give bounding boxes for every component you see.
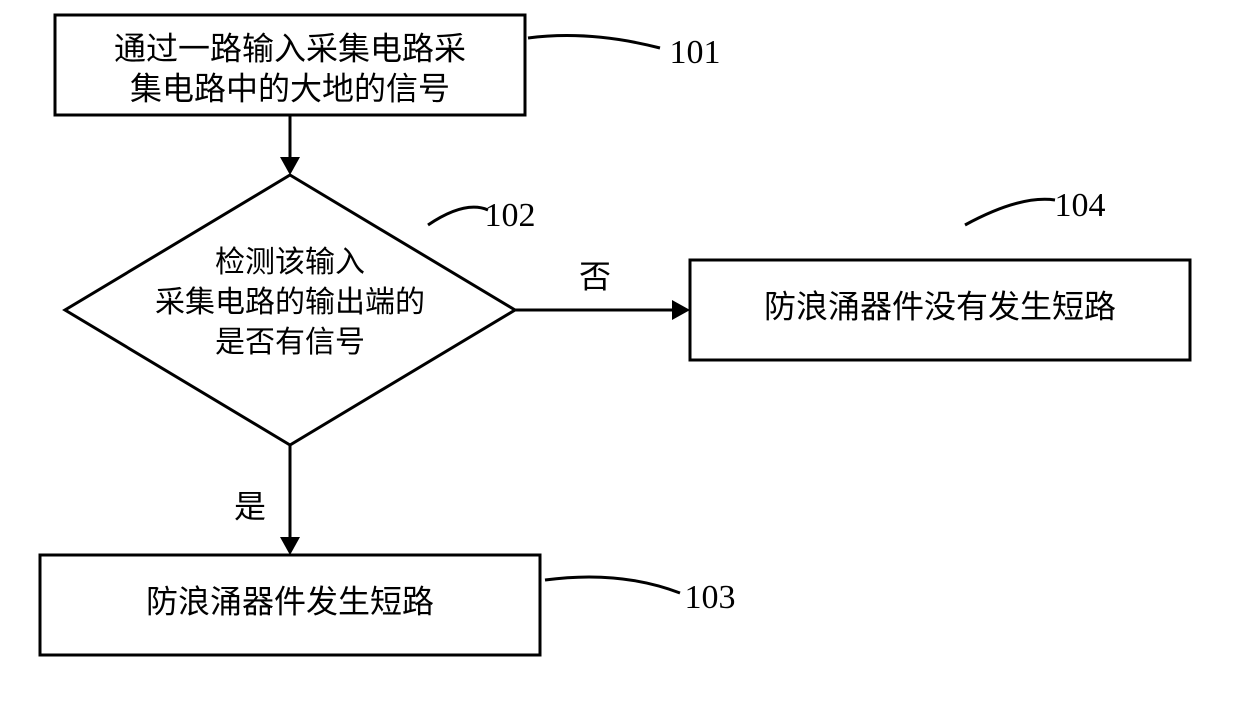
step-label-l101: 101 xyxy=(670,34,721,71)
step-label-l103: 103 xyxy=(685,579,736,616)
step-label-l104: 104 xyxy=(1055,187,1106,224)
node-text: 检测该输入 xyxy=(215,246,365,279)
node-text: 防浪涌器件没有发生短路 xyxy=(764,288,1116,324)
step-label-l102: 102 xyxy=(485,197,536,234)
edge-label: 否 xyxy=(579,258,611,294)
node-text: 集电路中的大地的信号 xyxy=(130,70,450,106)
node-n103: 防浪涌器件发生短路 xyxy=(40,555,540,655)
node-text: 防浪涌器件发生短路 xyxy=(146,583,434,619)
node-n104: 防浪涌器件没有发生短路 xyxy=(690,260,1190,360)
node-n101: 通过一路输入采集电路采集电路中的大地的信号 xyxy=(55,15,525,115)
node-text: 采集电路的输出端的 xyxy=(155,286,425,319)
node-text: 通过一路输入采集电路采 xyxy=(114,30,466,66)
edge-label: 是 xyxy=(234,488,266,524)
node-text: 是否有信号 xyxy=(215,326,365,359)
